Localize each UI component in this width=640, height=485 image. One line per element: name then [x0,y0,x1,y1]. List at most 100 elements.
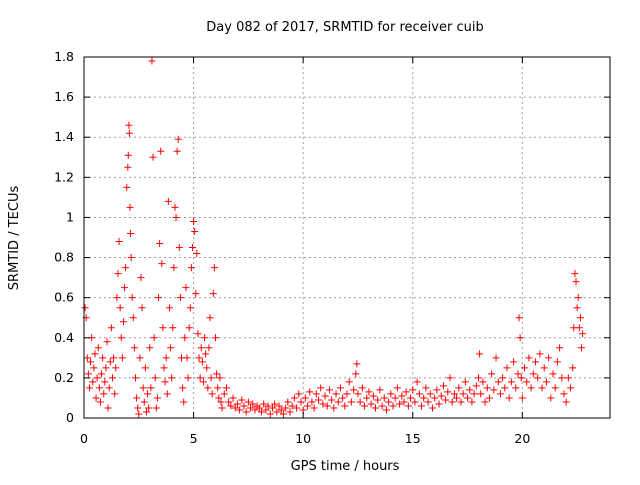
data-point [476,350,484,358]
data-point [165,304,173,312]
data-point [251,406,259,414]
grid-layer [84,57,610,418]
plot-frame [83,56,611,419]
data-point [353,360,361,368]
data-point [132,374,140,382]
data-point [137,274,145,282]
data-point [202,350,210,358]
data-point [437,392,445,400]
data-point [227,402,235,410]
x-tick-label: 15 [405,431,421,446]
data-point [426,390,434,398]
data-point [444,388,452,396]
data-point [288,402,296,410]
data-point [125,121,133,129]
data-point [92,394,100,402]
data-point [516,334,524,342]
data-point [308,398,316,406]
data-point [220,390,228,398]
data-point [354,390,362,398]
data-point [193,250,201,258]
data-point [258,408,266,416]
data-point [150,334,158,342]
data-point [538,384,546,392]
data-point [167,344,175,352]
y-tick-label: 1.8 [54,49,74,64]
data-point [117,334,125,342]
data-point [321,392,329,400]
data-point [225,398,233,406]
data-point [90,364,98,372]
data-point [268,404,276,412]
data-point [130,344,138,352]
data-point [371,404,379,412]
data-point [213,370,221,378]
data-point [114,270,122,278]
data-point [198,358,206,366]
data-point [161,378,169,386]
data-point [393,384,401,392]
data-point [100,390,108,398]
data-point [231,404,239,412]
data-point [103,338,111,346]
data-point [203,364,211,372]
data-point [400,398,408,406]
data-point [87,358,95,366]
data-point [240,402,248,410]
data-point [422,384,430,392]
data-point [527,384,535,392]
data-point [277,406,285,414]
data-point [148,57,156,65]
data-point [517,374,525,382]
data-points [81,57,587,418]
data-point [525,354,533,362]
data-point [197,344,205,352]
data-point [121,284,129,292]
data-point [448,398,456,406]
data-point [466,386,474,394]
data-point [450,390,458,398]
data-point [297,398,305,406]
data-point [464,394,472,402]
data-point [418,402,426,410]
data-point [319,400,327,408]
data-point [385,398,393,406]
data-point [244,398,252,406]
data-point [104,404,112,412]
data-point [382,406,390,414]
data-point [439,382,447,390]
data-point [505,394,513,402]
data-point [188,244,196,252]
data-point [146,344,154,352]
data-point [567,384,575,392]
data-point [571,270,579,278]
data-point [174,135,182,143]
data-point [111,390,119,398]
data-point [249,400,257,408]
data-point [553,358,561,366]
data-point [204,384,212,392]
data-point [413,378,421,386]
data-point [334,398,342,406]
data-point [179,384,187,392]
data-point [562,398,570,406]
data-point [164,197,172,205]
data-point [217,398,225,406]
data-point [196,374,204,382]
data-point [180,398,188,406]
data-point [496,390,504,398]
y-tick-labels: 0 0.2 0.4 0.6 0.8 1 1.2 1.4 1.6 1.8 [54,49,74,425]
data-point [531,358,539,366]
data-point [481,398,489,406]
data-point [187,264,195,272]
data-point [138,304,146,312]
data-point [156,240,164,248]
data-point [551,384,559,392]
data-point [236,406,244,414]
data-point [483,384,491,392]
data-point [192,290,200,298]
data-point [229,394,237,402]
data-point [367,400,375,408]
data-point [81,304,89,312]
